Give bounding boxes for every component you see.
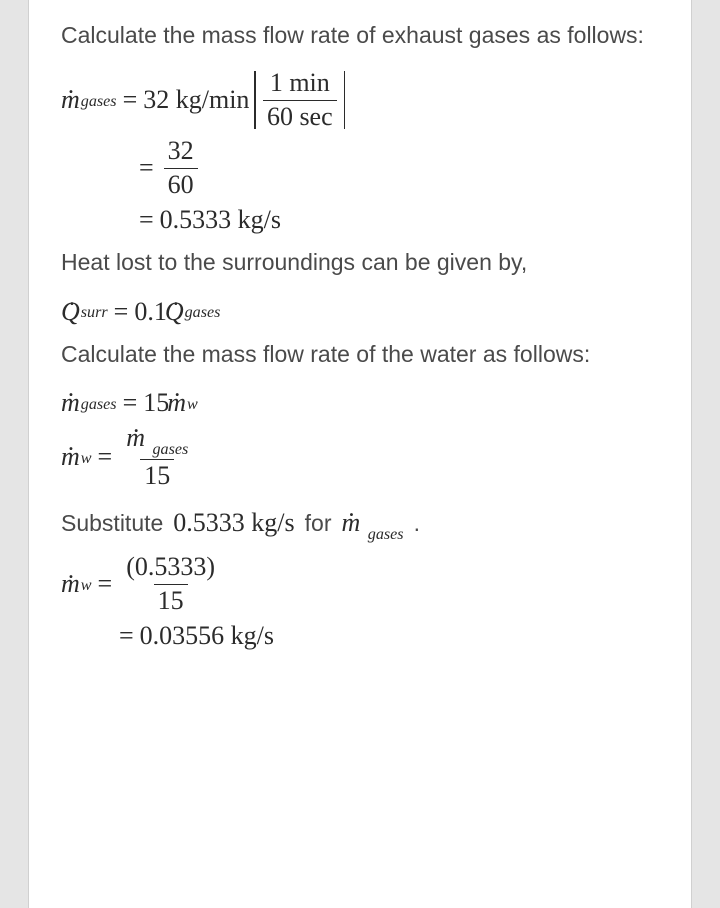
result-value: 0.03556 kg/s <box>140 621 274 651</box>
abs-bar-right <box>344 71 346 129</box>
substitute-line: Substitute 0.5333 kg/s for m gases . <box>61 504 659 543</box>
fraction-final: (0.5333) 15 <box>122 553 219 615</box>
subscript-w: w <box>81 450 92 468</box>
subscript-gases: gases <box>81 93 117 111</box>
subscript-gases: gases <box>185 304 221 322</box>
subscript-gases: gases <box>152 441 188 458</box>
equals-sign: = <box>139 205 154 235</box>
rate-value: 32 kg/min <box>143 85 249 115</box>
equation-mgases-mw: m gases = 15 m w <box>61 388 659 418</box>
equation-mgases-step2: = 32 60 <box>133 137 659 199</box>
equation-mw-expression: m w = m gases 15 <box>61 424 659 491</box>
fraction-numerator: (0.5333) <box>122 553 219 584</box>
fraction-mgases-15: m gases 15 <box>122 424 192 491</box>
coefficient: 0.1 <box>134 297 167 327</box>
fraction-denominator: 15 <box>140 459 174 491</box>
equals-sign: = <box>114 297 129 327</box>
fraction-denominator: 15 <box>154 584 188 616</box>
fraction-unit-conversion: 1 min 60 sec <box>263 69 337 131</box>
equals-sign: = <box>139 153 154 183</box>
subscript-gases: gases <box>368 526 404 543</box>
var-m: m <box>126 424 145 453</box>
var-m: m <box>61 569 80 599</box>
fraction-numerator: m gases <box>122 424 192 459</box>
substitute-word: Substitute <box>61 504 163 543</box>
equals-sign: = <box>98 569 113 599</box>
var-m: m <box>61 85 80 115</box>
equals-sign: = <box>98 442 113 472</box>
var-m: m <box>167 388 186 418</box>
equation-qsurr: Q surr = 0.1 Q gases <box>61 297 659 327</box>
fraction-32-60: 32 60 <box>164 137 198 199</box>
coefficient: 15 <box>143 388 169 418</box>
substitute-value: 0.5333 kg/s <box>173 508 294 538</box>
fraction-numerator: 32 <box>164 137 198 168</box>
subscript-w: w <box>81 577 92 595</box>
equation-mgases-result: = 0.5333 kg/s <box>133 205 659 235</box>
paragraph-1: Calculate the mass flow rate of exhaust … <box>61 16 659 55</box>
var-m: m <box>341 508 360 538</box>
equation-mgases-definition: m gases = 32 kg/min 1 min 60 sec <box>61 69 659 131</box>
var-Q: Q <box>165 297 184 327</box>
page-content: Calculate the mass flow rate of exhaust … <box>28 0 692 908</box>
result-value: 0.5333 kg/s <box>160 205 281 235</box>
equals-sign: = <box>123 85 138 115</box>
fraction-denominator: 60 sec <box>263 100 337 132</box>
substitute-var: m gases <box>341 508 403 542</box>
equation-mw-result: = 0.03556 kg/s <box>113 621 659 651</box>
subscript-w: w <box>187 396 198 414</box>
equation-mw-substituted: m w = (0.5333) 15 <box>61 553 659 615</box>
for-word: for <box>305 504 332 543</box>
var-Q: Q <box>61 297 80 327</box>
subscript-gases: gases <box>81 396 117 414</box>
paragraph-3: Calculate the mass flow rate of the wate… <box>61 335 659 374</box>
abs-bar-left <box>254 71 256 129</box>
var-m: m <box>61 388 80 418</box>
period: . <box>414 504 420 543</box>
fraction-numerator: 1 min <box>266 69 334 100</box>
subscript-surr: surr <box>81 304 108 322</box>
paragraph-2: Heat lost to the surroundings can be giv… <box>61 243 659 282</box>
abs-bracket: 1 min 60 sec <box>251 69 348 131</box>
equals-sign: = <box>119 621 134 651</box>
fraction-denominator: 60 <box>164 168 198 200</box>
var-m: m <box>61 442 80 472</box>
